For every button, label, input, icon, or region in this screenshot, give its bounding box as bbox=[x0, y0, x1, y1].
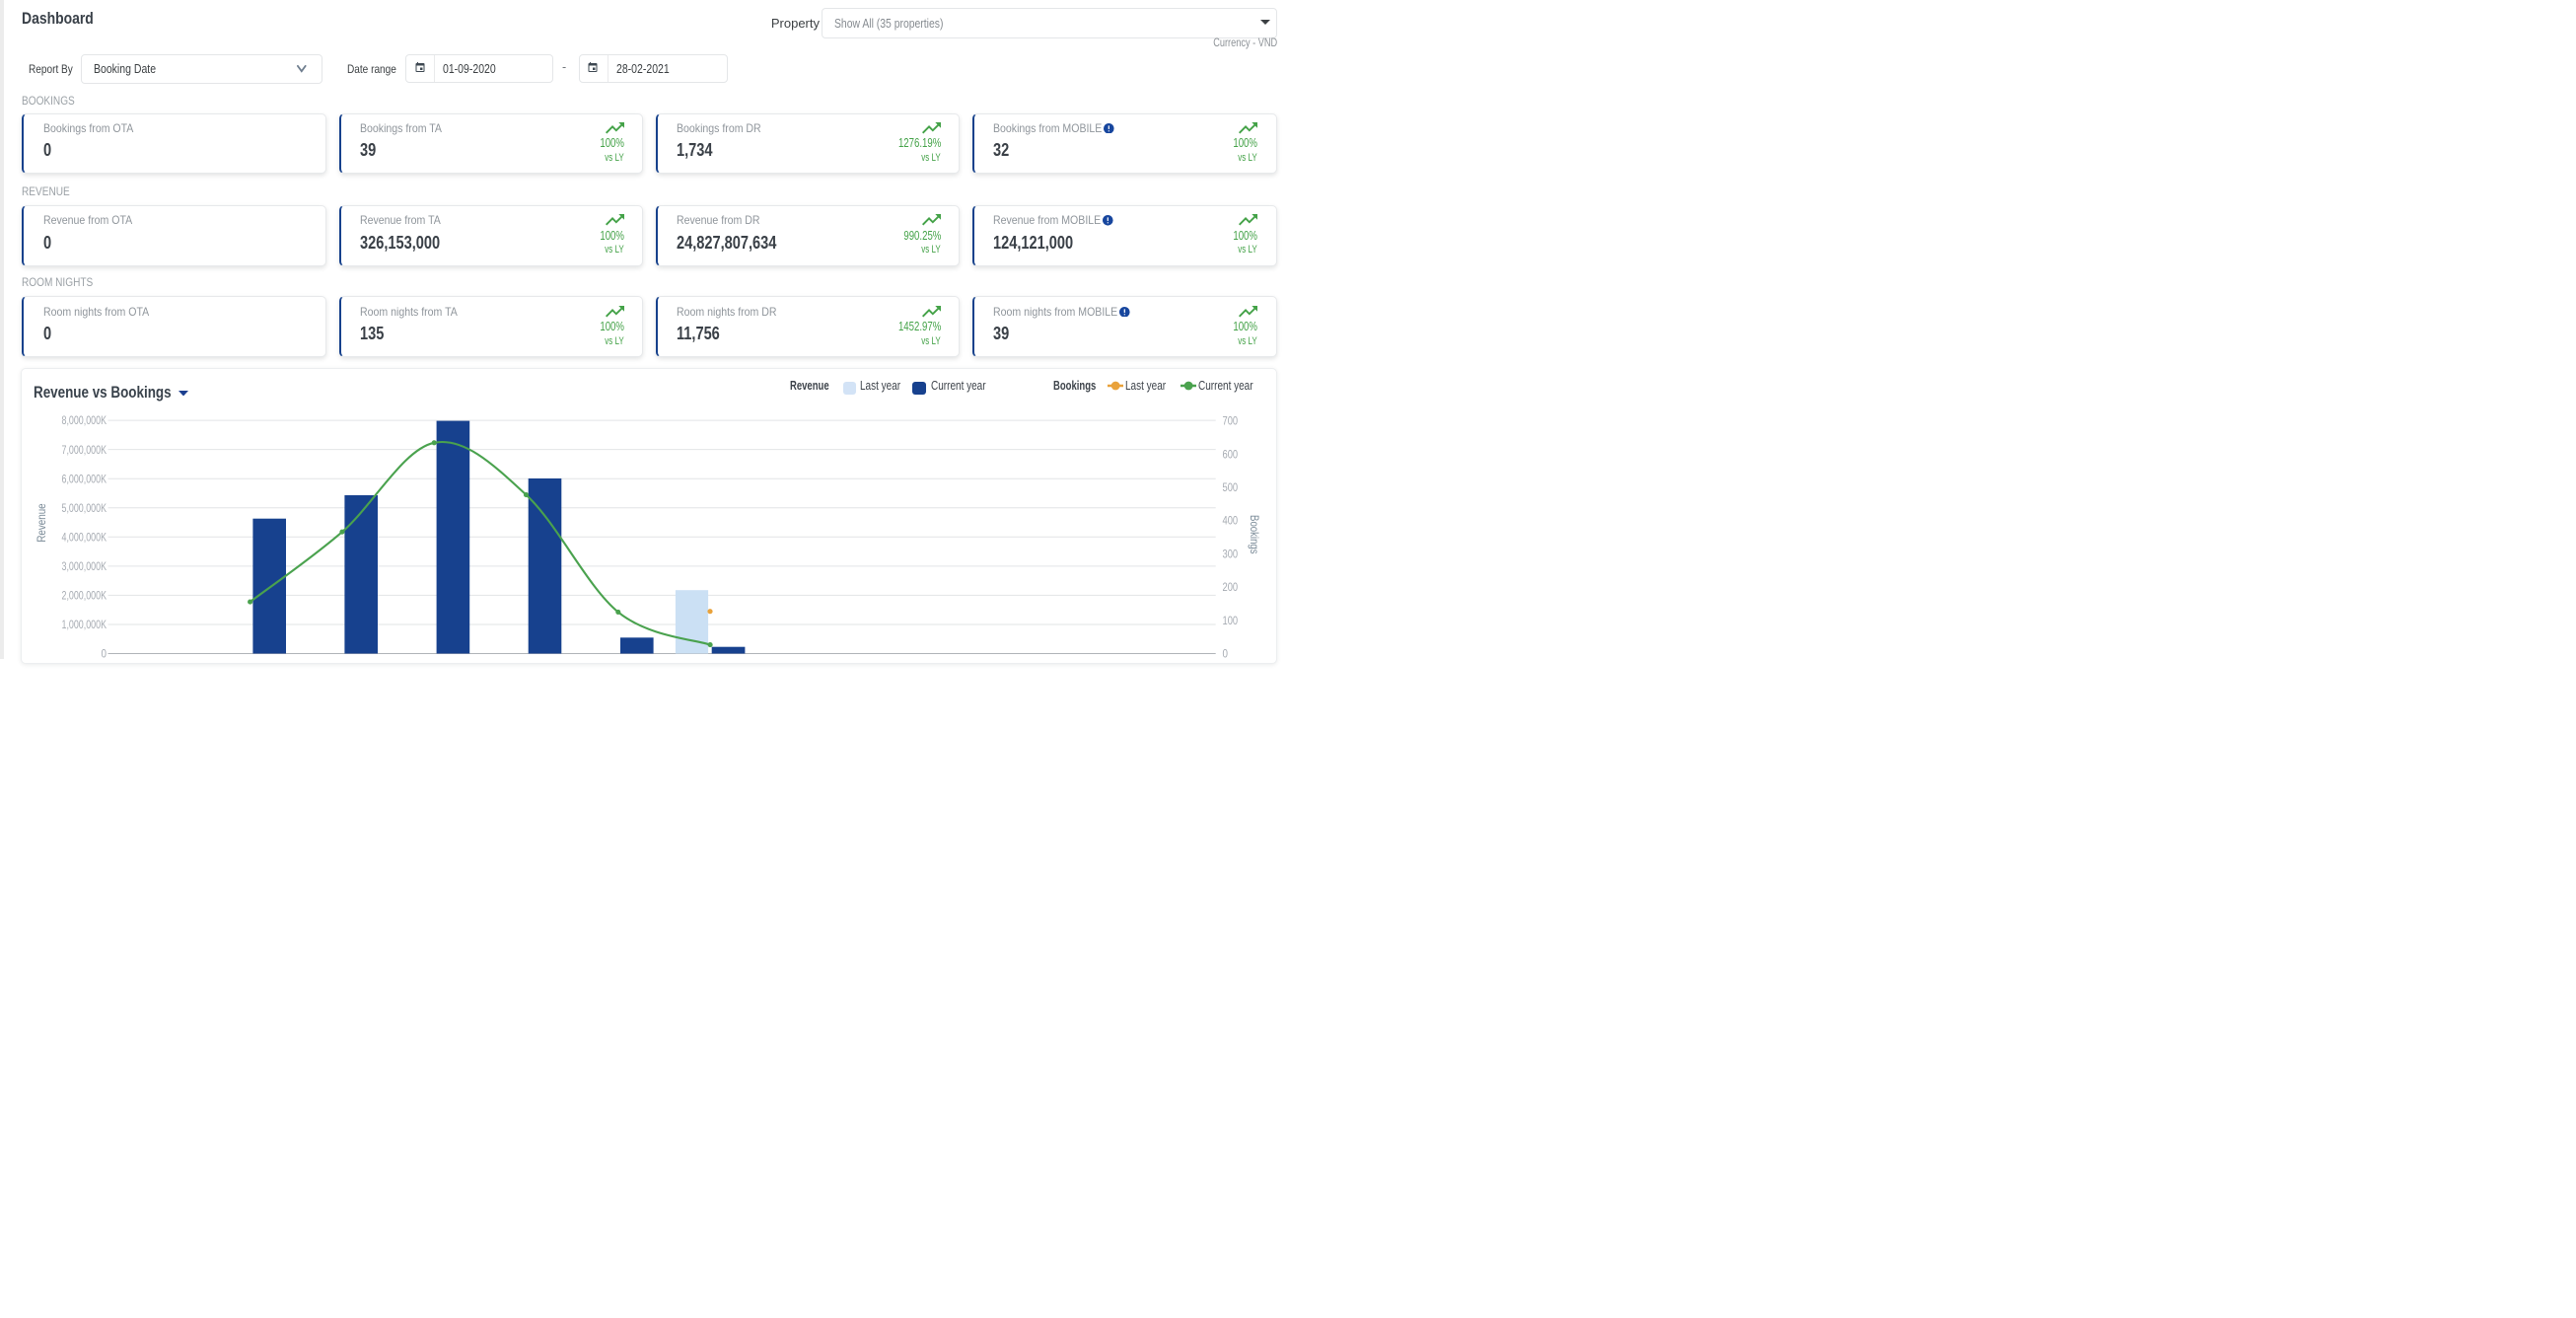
svg-text:7,000,000K: 7,000,000K bbox=[62, 443, 107, 457]
svg-text:Revenue: Revenue bbox=[35, 503, 48, 543]
svg-text:100: 100 bbox=[1223, 614, 1239, 627]
svg-text:500: 500 bbox=[1223, 480, 1239, 494]
svg-text:0: 0 bbox=[102, 647, 107, 659]
svg-text:5,000,000K: 5,000,000K bbox=[62, 501, 107, 515]
svg-text:Bookings: Bookings bbox=[1248, 515, 1261, 554]
svg-text:4,000,000K: 4,000,000K bbox=[62, 530, 107, 544]
svg-text:300: 300 bbox=[1223, 547, 1239, 560]
svg-text:1,000,000K: 1,000,000K bbox=[62, 618, 107, 631]
svg-text:8,000,000K: 8,000,000K bbox=[62, 413, 107, 427]
svg-text:6,000,000K: 6,000,000K bbox=[62, 472, 107, 485]
svg-text:3,000,000K: 3,000,000K bbox=[62, 559, 107, 573]
svg-text:200: 200 bbox=[1223, 580, 1239, 594]
svg-text:700: 700 bbox=[1223, 414, 1239, 428]
svg-text:400: 400 bbox=[1223, 514, 1239, 528]
svg-text:0: 0 bbox=[1223, 647, 1229, 660]
svg-text:2,000,000K: 2,000,000K bbox=[62, 589, 107, 603]
svg-text:600: 600 bbox=[1223, 447, 1239, 461]
